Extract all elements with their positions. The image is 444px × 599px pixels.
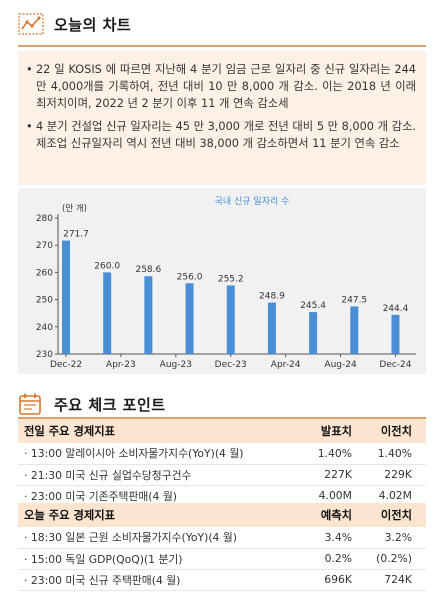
column-header: 예측치 bbox=[290, 503, 356, 527]
column-header: 오늘 주요 경제지표 bbox=[18, 503, 290, 527]
bar-value-label: 255.2 bbox=[218, 274, 244, 284]
x-tick-label: Apr-23 bbox=[106, 360, 136, 370]
y-tick-label: 270 bbox=[36, 241, 53, 251]
section-header-check-points: 주요 체크 포인트 bbox=[18, 392, 166, 416]
x-tick-label: Apr-24 bbox=[271, 360, 301, 370]
bar bbox=[350, 306, 359, 354]
x-tick-label: Aug-24 bbox=[324, 360, 357, 370]
bar bbox=[185, 283, 194, 354]
forecast-value: 3.4% bbox=[290, 527, 356, 549]
x-tick-label: Dec-24 bbox=[379, 360, 411, 370]
section-title: 오늘의 차트 bbox=[54, 15, 132, 34]
indicator-name: · 15:00 독일 GDP(QoQ)(1 분기) bbox=[18, 548, 290, 570]
table-row: · 13:00 말레이시아 소비자물가지수(YoY)(4 월) 1.40% 1.… bbox=[18, 443, 426, 465]
indicator-name: · 23:00 미국 신규 주택판매(4 월) bbox=[18, 569, 290, 591]
bar bbox=[391, 314, 400, 354]
section-title: 주요 체크 포인트 bbox=[54, 395, 166, 414]
y-tick-label: 230 bbox=[36, 350, 53, 360]
forecast-value: 696K bbox=[290, 569, 356, 591]
forecast-value: 0.2% bbox=[290, 548, 356, 570]
column-header: 전일 주요 경제지표 bbox=[18, 419, 290, 443]
bar-chart: 국내 신규 일자리 수 (만 개) 230 240 250 260 270 280 271.7 2… bbox=[36, 196, 416, 370]
calendar-icon bbox=[18, 392, 44, 416]
note-text: 4 분기 건설업 신규 일자리는 45 만 3,000 개로 전년 대비 5 만… bbox=[36, 120, 416, 150]
column-header: 이전치 bbox=[356, 503, 426, 527]
section-header-todays-chart: 오늘의 차트 bbox=[18, 12, 131, 36]
y-tick-label: 260 bbox=[36, 268, 53, 278]
note-item: • 4 분기 건설업 신규 일자리는 45 만 3,000 개로 전년 대비 5… bbox=[26, 118, 416, 152]
bar bbox=[144, 276, 153, 354]
line-chart-icon bbox=[18, 12, 44, 36]
x-tick-label: Dec-22 bbox=[50, 360, 82, 370]
previous-value: 1.40% bbox=[356, 443, 426, 465]
table-row: · 21:30 미국 신규 실업수당청구건수 227K 229K bbox=[18, 464, 426, 486]
bar-value-label: 260.0 bbox=[94, 261, 120, 271]
column-header: 이전치 bbox=[356, 419, 426, 443]
bar bbox=[62, 240, 70, 354]
indicator-name: · 13:00 말레이시아 소비자물가지수(YoY)(4 월) bbox=[18, 443, 290, 465]
bar bbox=[309, 312, 318, 354]
y-tick-label: 240 bbox=[36, 323, 53, 333]
previous-value: 3.2% bbox=[356, 527, 426, 549]
bar-value-label: 248.9 bbox=[259, 292, 285, 302]
table-row: · 23:00 미국 신규 주택판매(4 월) 696K 724K bbox=[18, 569, 426, 591]
indicator-name: · 18:30 일본 근원 소비자물가지수(YoY)(4 월) bbox=[18, 527, 290, 549]
table-header-row: 전일 주요 경제지표 발표치 이전치 bbox=[18, 419, 426, 443]
indicator-name: · 21:30 미국 신규 실업수당청구건수 bbox=[18, 464, 290, 486]
y-axis-unit-label: (만 개) bbox=[62, 203, 87, 214]
table-row: · 18:30 일본 근원 소비자물가지수(YoY)(4 월) 3.4% 3.2… bbox=[18, 527, 426, 549]
chart-title: 국내 신규 일자리 수 bbox=[215, 196, 290, 207]
actual-value: 1.40% bbox=[290, 443, 356, 465]
bar bbox=[226, 285, 235, 354]
previous-value: 229K bbox=[356, 464, 426, 486]
note-item: • 22 일 KOSIS 에 따르면 지난해 4 분기 임금 근로 일자리 중 … bbox=[26, 61, 416, 112]
y-tick-label: 280 bbox=[36, 214, 53, 224]
bar-chart-container: 국내 신규 일자리 수 (만 개) 230 240 250 260 270 280 271.7 2… bbox=[18, 188, 426, 374]
previous-day-indicators-table: 전일 주요 경제지표 발표치 이전치 · 13:00 말레이시아 소비자물가지수… bbox=[18, 419, 426, 507]
table-row: · 15:00 독일 GDP(QoQ)(1 분기) 0.2% (0.2%) bbox=[18, 548, 426, 570]
y-tick-label: 250 bbox=[36, 296, 53, 306]
bullet: • bbox=[26, 120, 33, 133]
bar-value-label: 258.6 bbox=[135, 265, 161, 275]
bar-value-label: 245.4 bbox=[300, 301, 326, 311]
bar-value-label: 256.0 bbox=[177, 272, 203, 282]
section-divider bbox=[18, 417, 426, 419]
section-divider bbox=[18, 45, 426, 47]
bullet: • bbox=[26, 63, 33, 76]
x-tick-label: Dec-23 bbox=[215, 360, 247, 370]
previous-value: 724K bbox=[356, 569, 426, 591]
x-tick-label: Aug-23 bbox=[160, 360, 192, 370]
chart-notes: • 22 일 KOSIS 에 따르면 지난해 4 분기 임금 근로 일자리 중 … bbox=[18, 51, 426, 185]
previous-value: (0.2%) bbox=[356, 548, 426, 570]
table-header-row: 오늘 주요 경제지표 예측치 이전치 bbox=[18, 503, 426, 527]
note-text: 22 일 KOSIS 에 따르면 지난해 4 분기 임금 근로 일자리 중 신규… bbox=[36, 63, 416, 110]
today-indicators-table: 오늘 주요 경제지표 예측치 이전치 · 18:30 일본 근원 소비자물가지수… bbox=[18, 503, 426, 591]
actual-value: 227K bbox=[290, 464, 356, 486]
bar bbox=[267, 302, 276, 354]
column-header: 발표치 bbox=[290, 419, 356, 443]
bar-value-label: 247.5 bbox=[341, 295, 367, 305]
bar-value-label: 244.4 bbox=[383, 304, 409, 314]
bar-value-label: 271.7 bbox=[63, 230, 89, 240]
bar bbox=[103, 272, 112, 354]
